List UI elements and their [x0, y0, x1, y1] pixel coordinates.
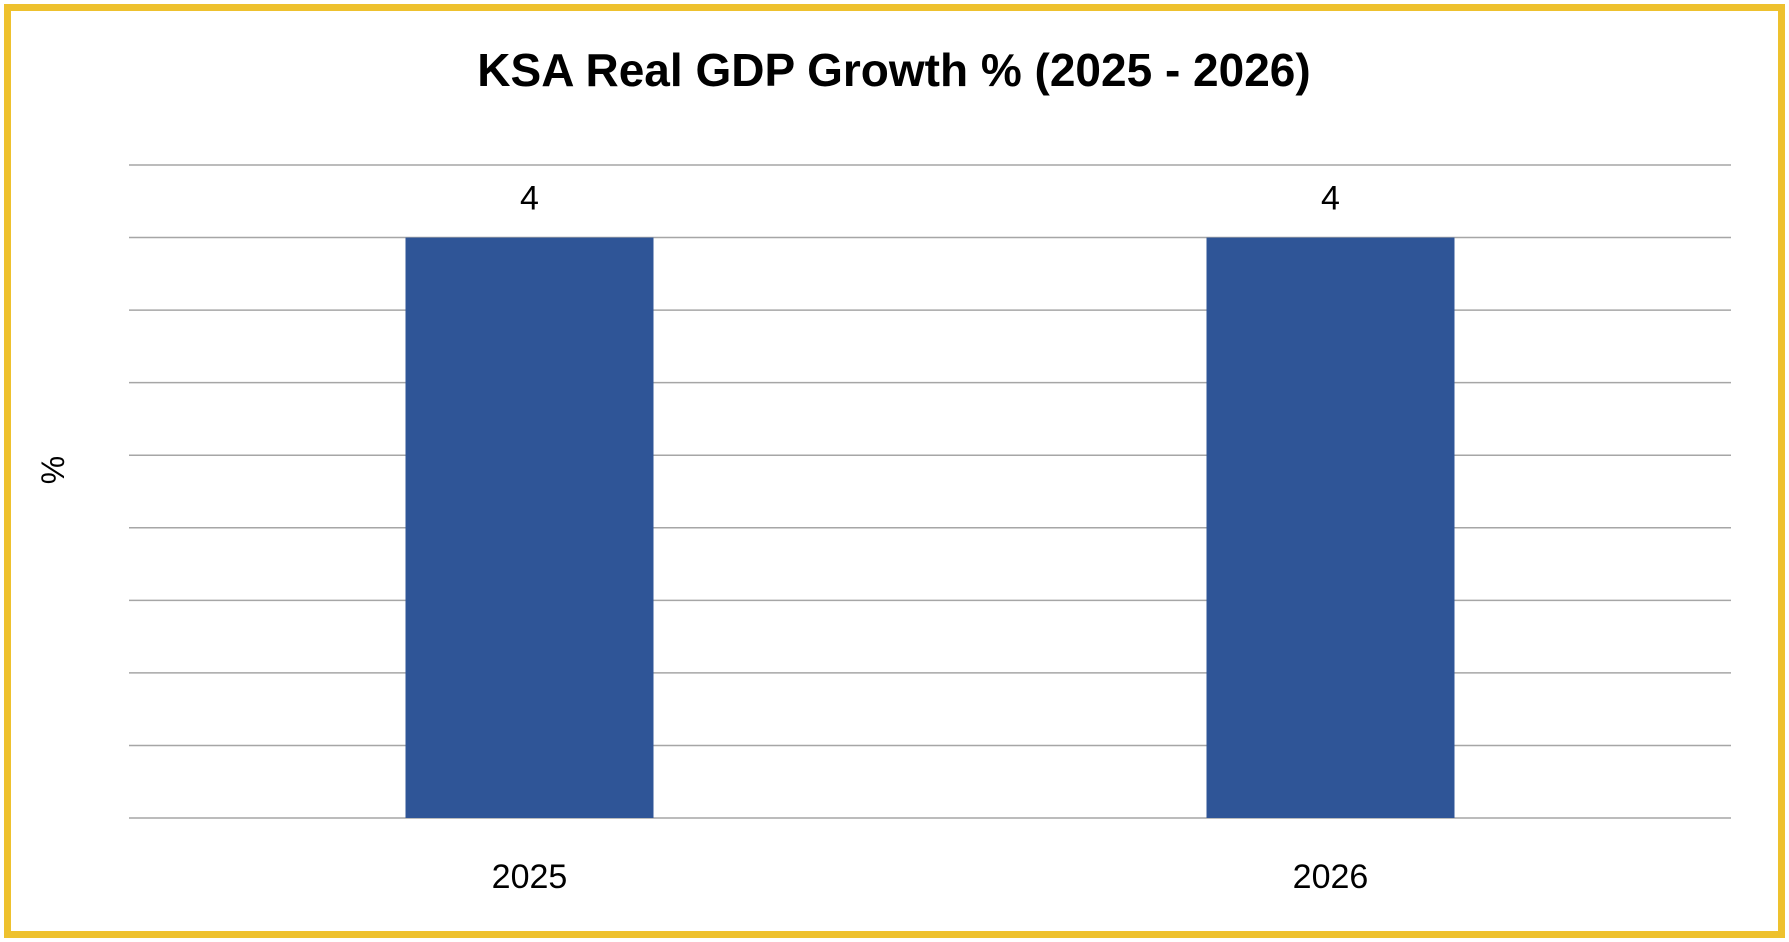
x-tick-label: 2025 [492, 858, 568, 896]
y-axis-label: % [35, 456, 71, 484]
x-tick-label: 2026 [1293, 858, 1369, 896]
chart-title: KSA Real GDP Growth % (2025 - 2026) [477, 44, 1310, 96]
chart-frame [4, 4, 1785, 938]
bar-2026 [1206, 237, 1455, 819]
data-label: 4 [520, 180, 539, 218]
bar-2025 [405, 237, 654, 819]
data-label: 4 [1321, 180, 1340, 218]
